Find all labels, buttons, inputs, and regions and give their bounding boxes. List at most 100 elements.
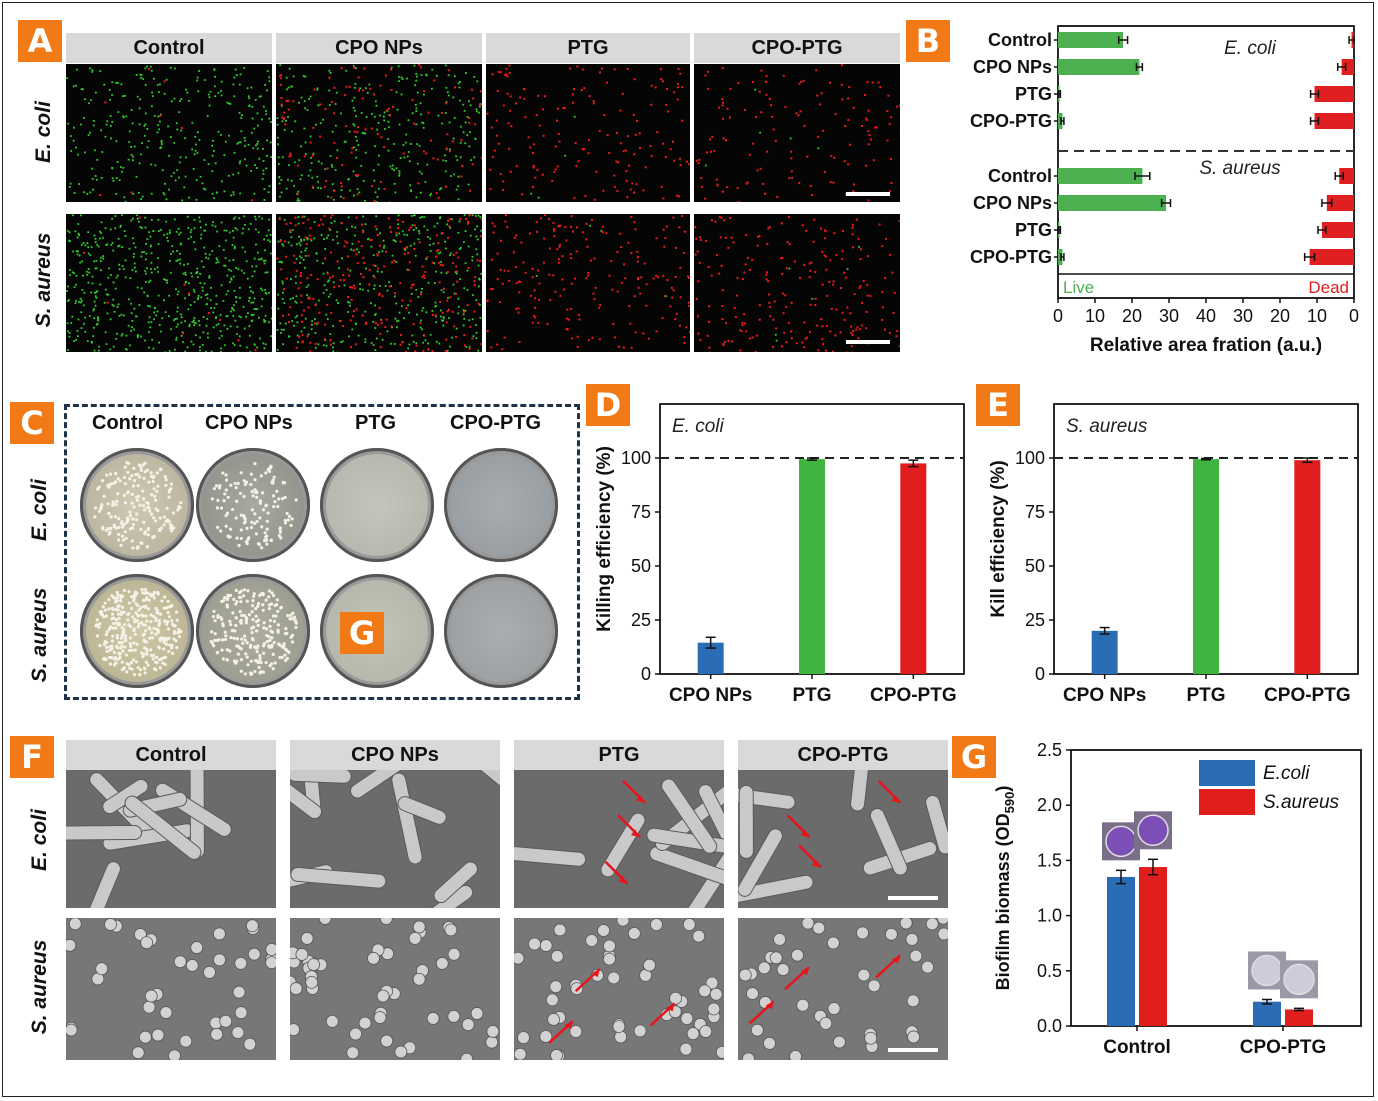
y-tick-label: 100 <box>621 448 651 468</box>
panel-a-col-cpo-nps: CPO NPs <box>276 33 482 63</box>
panel-c-col-cpo-ptg: CPO-PTG <box>450 412 542 434</box>
fluorescence-image <box>486 214 690 352</box>
group-title: E. coli <box>1224 38 1277 59</box>
panel-label-f: F <box>10 736 54 778</box>
fluorescence-image <box>66 64 272 202</box>
category-label: CPO NPs <box>973 193 1052 213</box>
legend-swatch <box>1199 760 1255 786</box>
category-label: PTG <box>1015 220 1052 240</box>
panel-c-col-control: Control <box>92 412 164 434</box>
category-label: PTG <box>1015 84 1052 104</box>
dead-bar <box>1341 59 1354 75</box>
y-tick-label: 50 <box>1025 556 1045 576</box>
y-tick-label: 50 <box>631 556 651 576</box>
bar <box>799 459 825 674</box>
x-tick-label: PTG <box>792 685 831 706</box>
panel-a-col-ptg: PTG <box>486 33 690 63</box>
y-tick-label: 25 <box>631 610 651 630</box>
scale-bar <box>888 896 938 900</box>
panel-f-col-cpo-ptg: CPO-PTG <box>738 740 948 770</box>
y-tick-label: 0 <box>641 664 651 684</box>
bar <box>1091 630 1118 674</box>
panel-label-c: C <box>10 402 54 444</box>
live-label: Live <box>1063 278 1094 297</box>
legend-swatch <box>1199 789 1255 815</box>
y-tick-label: 0 <box>1035 664 1045 684</box>
live-bar <box>1058 168 1143 184</box>
dead-bar <box>1314 86 1354 102</box>
panel-label-g: G <box>952 736 996 778</box>
category-label: Control <box>988 30 1052 50</box>
sem-image <box>738 770 948 908</box>
fluorescence-image <box>694 214 900 352</box>
panel-f-col-control: Control <box>66 740 276 770</box>
legend-label: E.coli <box>1263 763 1310 784</box>
y-axis-label: Killing efficiency (%) <box>594 446 615 632</box>
category-label: Control <box>988 166 1052 186</box>
y-tick-label: 25 <box>1025 610 1045 630</box>
y-tick-label: 100 <box>1015 448 1045 468</box>
y-tick-label: 1.0 <box>1037 906 1062 926</box>
well-circle <box>1283 963 1315 996</box>
fluorescence-image <box>276 214 482 352</box>
y-tick-label: 0.5 <box>1037 961 1062 981</box>
x-axis-label: Relative area fration (a.u.) <box>1090 335 1322 356</box>
panel-f-row-saureus: S. aureus <box>28 939 51 1035</box>
petri-dish <box>444 574 558 688</box>
well-circle <box>1137 814 1169 847</box>
x-tick-label: 20 <box>1270 306 1290 326</box>
y-tick-label: 75 <box>631 502 651 522</box>
panel-e-chart: S. aureus 0 25 50 75 100 CPO NPs PTG CPO-PTG Kill… <box>988 403 1359 706</box>
petri-dish <box>196 574 310 688</box>
x-tick-label: CPO NPs <box>669 685 752 706</box>
sem-image <box>738 918 948 1060</box>
x-tick-label: CPO NPs <box>1063 685 1146 706</box>
panel-label-a: A <box>18 20 62 62</box>
y-tick-label: 2.5 <box>1037 742 1062 760</box>
panel-label-e: E <box>976 384 1020 426</box>
category-label: CPO-PTG <box>970 111 1052 131</box>
panel-a-row-ecoli: E. coli <box>32 101 55 163</box>
bar <box>1139 867 1167 1026</box>
y-axis-label: Kill efficiency (%) <box>988 460 1009 617</box>
group-title: S. aureus <box>1199 158 1281 179</box>
x-tick-label: 30 <box>1233 306 1253 326</box>
panel-b-chart: Live Dead E. coli Control CPO NPs PTG CPO-PTG S… <box>970 25 1359 356</box>
panel-label-d: D <box>586 384 630 426</box>
petri-dish <box>196 448 310 562</box>
x-tick-label: 20 <box>1122 306 1142 326</box>
y-tick-label: 1.5 <box>1037 850 1062 870</box>
dead-bar <box>1314 113 1354 129</box>
legend-label: S.aureus <box>1263 792 1340 813</box>
live-bar <box>1058 59 1140 75</box>
panel-f-col-cpo-nps: CPO NPs <box>290 740 500 770</box>
y-tick-label: 75 <box>1025 502 1045 522</box>
x-tick-label: PTG <box>1186 685 1225 706</box>
x-tick-label: 10 <box>1085 306 1105 326</box>
panel-a-col-control: Control <box>66 33 272 63</box>
category-label: CPO-PTG <box>970 247 1052 267</box>
y-tick-label: 0.0 <box>1037 1016 1062 1036</box>
bar <box>1253 1001 1281 1026</box>
bar <box>1294 460 1321 674</box>
live-bar <box>1058 195 1167 211</box>
plot-frame <box>1070 749 1362 1027</box>
bar <box>1107 876 1135 1026</box>
sem-image <box>290 918 500 1060</box>
x-tick-label: 30 <box>1159 306 1179 326</box>
panel-g-chart: 0.0 0.5 1.0 1.5 2.0 2.5 E.coli S.aureus Control C… <box>993 742 1362 1058</box>
bar <box>1285 1009 1313 1026</box>
panel-f-row-ecoli: E. coli <box>28 809 51 871</box>
x-tick-label: Control <box>1103 1037 1171 1058</box>
x-tick-label: CPO-PTG <box>1240 1037 1327 1058</box>
bar <box>1193 459 1219 674</box>
x-tick-label: CPO-PTG <box>1264 685 1351 706</box>
panel-label-b: B <box>906 20 950 62</box>
panel-c-row-saureus: S. aureus <box>28 587 51 683</box>
chart-title: S. aureus <box>1066 416 1148 437</box>
y-tick-label: 2.0 <box>1037 795 1062 815</box>
petri-dish <box>80 448 194 562</box>
petri-dish <box>320 448 434 562</box>
dead-bar <box>1309 249 1354 265</box>
